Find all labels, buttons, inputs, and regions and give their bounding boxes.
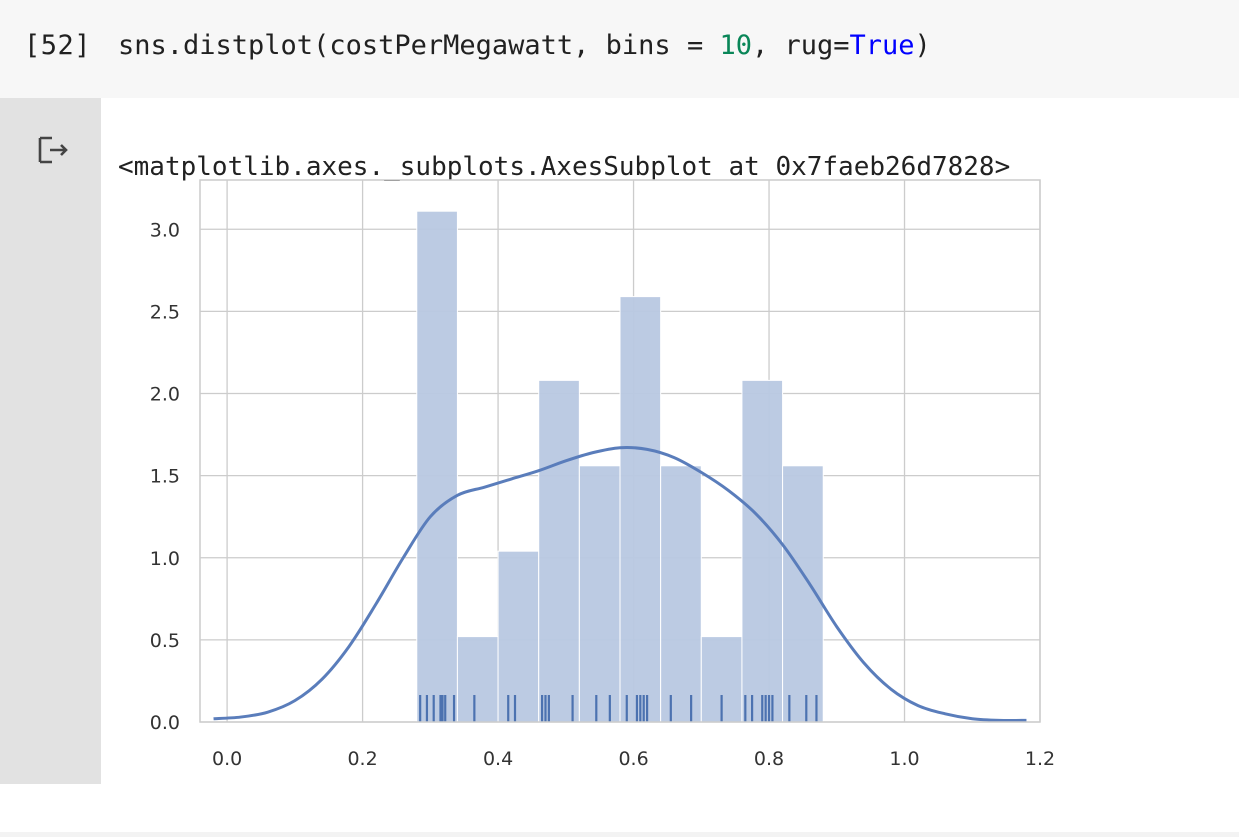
histogram-bar	[497, 550, 540, 723]
execution-count: [52]	[24, 30, 92, 61]
x-tick-label: 1.2	[1025, 748, 1055, 770]
histogram-bar	[619, 296, 662, 723]
output-repr-text: <matplotlib.axes._subplots.AxesSubplot a…	[118, 152, 1011, 182]
code-suffix: )	[914, 30, 931, 61]
x-tick-label: 0.6	[618, 748, 648, 770]
x-tick-label: 0.0	[212, 748, 242, 770]
distplot-chart: 0.0 0.5 1.0 1.5 2.0 2.5 3.0 0.0 0.2 0.4 0.6 0.8 1.0…	[150, 179, 1055, 770]
x-tick-label: 0.2	[347, 748, 377, 770]
kde-line	[213, 446, 1027, 722]
rug-marks	[419, 695, 818, 722]
x-tick-labels: 0.0 0.2 0.4 0.6 0.8 1.0 1.2	[212, 748, 1055, 770]
y-tick-label: 3.0	[150, 219, 180, 241]
histogram-bar	[456, 636, 499, 723]
x-tick-label: 0.4	[483, 748, 513, 770]
cell-divider	[0, 832, 1239, 837]
kde-curve	[213, 446, 1027, 722]
code-rug-value: True	[849, 30, 915, 61]
y-tick-label: 0.0	[150, 712, 180, 734]
code-bins-value: 10	[719, 30, 752, 61]
y-tick-label: 0.5	[150, 630, 180, 652]
histogram-bar	[538, 379, 580, 723]
code-middle: , rug=	[751, 30, 850, 61]
histogram-bars	[416, 210, 824, 723]
x-tick-label: 1.0	[889, 748, 919, 770]
code-cell-input[interactable]: [52] sns.distplot(costPerMegawatt, bins …	[0, 0, 1239, 98]
x-tick-label: 0.8	[754, 748, 784, 770]
code-prefix: sns.distplot(costPerMegawatt, bins =	[118, 30, 720, 61]
histogram-bar	[416, 210, 458, 723]
output-gutter	[0, 98, 101, 784]
y-tick-label: 2.5	[150, 301, 180, 323]
output-arrow-icon[interactable]	[38, 135, 72, 165]
y-tick-label: 1.0	[150, 548, 180, 570]
plot-frame	[199, 179, 1041, 723]
histogram-bar	[578, 465, 621, 723]
histogram-bar	[660, 465, 702, 723]
y-tick-label: 2.0	[150, 384, 180, 406]
y-tick-label: 1.5	[150, 466, 180, 488]
y-tick-labels: 0.0 0.5 1.0 1.5 2.0 2.5 3.0	[150, 219, 180, 734]
histogram-bar	[741, 379, 784, 723]
cell-footer	[0, 784, 1239, 837]
code-editor[interactable]: sns.distplot(costPerMegawatt, bins = 10,…	[118, 30, 931, 61]
